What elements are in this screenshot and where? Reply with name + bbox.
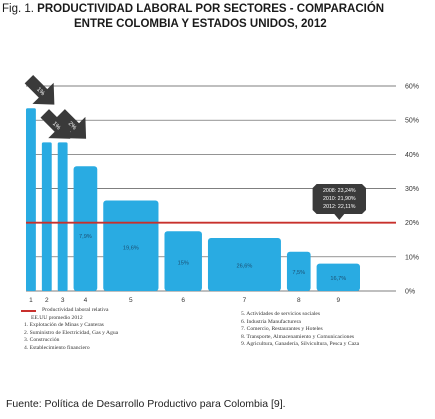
bar-chart: 0% 10% 20% 30% 40% 50% 60% 1 2 3 4 7,9% 5 19,6% 6 15% 7 2… — [24, 74, 419, 304]
bar-1 — [26, 108, 36, 291]
callout-text: 2010: 21,90% — [323, 196, 356, 202]
x-tick-label: 9 — [336, 297, 340, 304]
title-line-2: ENTRE COLOMBIA Y ESTADOS UNIDOS, 2012 — [74, 18, 327, 30]
y-tick-label: 20% — [405, 220, 419, 227]
x-tick-label: 1 — [29, 297, 33, 304]
legend-left: Productividad laboral relativa EE.UU pro… — [21, 307, 211, 353]
arrow-shape — [24, 74, 55, 105]
bar-data-label: 19,6% — [123, 246, 139, 252]
x-tick-label: 5 — [129, 297, 133, 304]
reference-line-swatch — [21, 310, 36, 312]
bar-data-label: 26,6% — [237, 264, 253, 270]
title-line-1: PRODUCTIVIDAD LABORAL POR SECTORES - COM… — [37, 3, 385, 15]
legend-item: 2. Suministro de Electricidad, Gas y Agu… — [24, 329, 119, 336]
source-note: Fuente: Política de Desarrollo Productiv… — [6, 398, 286, 410]
bar-data-label: 16,7% — [330, 276, 346, 282]
y-tick-label: 40% — [405, 152, 419, 159]
legend-item: 8. Transporte, Almacenamiento y Comunica… — [241, 333, 355, 340]
x-tick-label: 2 — [45, 297, 49, 304]
bar-7 — [207, 238, 281, 291]
callout-box — [312, 184, 366, 220]
arrow-callout: 1% — [40, 109, 71, 139]
x-tick-label: 7 — [243, 297, 247, 304]
callout-text: 2012: 22,11% — [323, 204, 356, 210]
figure-number: Fig. 1. — [2, 3, 34, 15]
bar-3 — [57, 142, 68, 291]
arrow-label: 1% — [51, 121, 62, 132]
legend-item: 9. Agricultura, Ganadería, Silvicultura,… — [241, 341, 360, 348]
legend-item: Productividad laboral relativa — [42, 307, 109, 313]
bar-9 — [316, 263, 360, 291]
x-tick-label: 4 — [84, 297, 88, 304]
y-tick-label: 50% — [405, 118, 419, 125]
y-tick-label: 10% — [405, 254, 419, 261]
arrow-label: 1% — [35, 87, 46, 98]
bar-data-label: 15% — [178, 260, 189, 266]
legend-item: 6. Industria Manufacturera — [241, 318, 301, 325]
x-tick-label: 6 — [181, 297, 185, 304]
legend-item: 1. Explotación de Minas y Canteras — [24, 322, 104, 329]
x-tick-label: 8 — [297, 297, 301, 304]
chart-title: Fig. 1. PRODUCTIVIDAD LABORAL POR SECTOR… — [0, 2, 435, 32]
y-tick-label: 30% — [405, 186, 419, 193]
legend-item: 7. Comercio, Restaurantes y Hoteles — [241, 326, 323, 333]
y-tick-label: 0% — [405, 289, 415, 296]
arrow-shape — [40, 109, 71, 139]
arrow-callout: 1% — [24, 74, 55, 105]
legend-item: EE.UU promedio 2012 — [31, 314, 83, 321]
y-tick-label: 60% — [405, 84, 419, 91]
legend-item: 3. Construcción — [24, 337, 60, 344]
bar-8 — [286, 251, 311, 291]
bar-data-label: 7,5% — [292, 270, 305, 276]
bar-2 — [41, 142, 52, 291]
legend-item: 5. Actividades de servicios sociales — [241, 311, 321, 317]
arrow-label: 2% — [67, 121, 78, 132]
x-tick-label: 3 — [61, 297, 65, 304]
bar-4 — [73, 166, 98, 291]
callout-text: 2008: 23,24% — [323, 188, 356, 194]
bar-6 — [164, 231, 202, 291]
arrow-callout: 2% — [56, 109, 87, 139]
bar-data-label: 7,9% — [79, 234, 92, 240]
legend-right: 5. Actividades de servicios sociales 6. … — [241, 311, 431, 349]
arrow-shape — [56, 109, 87, 139]
legend-item: 4. Establecimiento financiero — [24, 344, 90, 351]
